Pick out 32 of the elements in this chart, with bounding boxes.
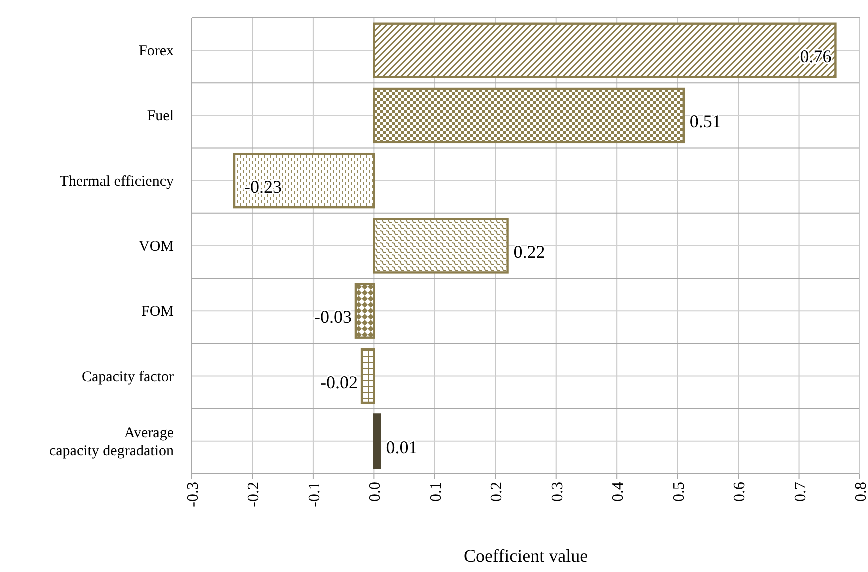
data-label: -0.03 xyxy=(314,307,352,328)
y-tick-label: Fuel xyxy=(147,108,174,125)
data-label: 0.51 xyxy=(690,112,722,132)
x-tick-label: 0.4 xyxy=(610,482,628,502)
bar xyxy=(373,22,837,78)
x-tick-label: 0.2 xyxy=(488,482,506,502)
bar xyxy=(354,283,376,339)
x-tick-label: 0.3 xyxy=(549,482,566,502)
x-tick-label: -0.1 xyxy=(306,482,324,508)
x-tick-label: 0.0 xyxy=(367,482,384,502)
data-label: 0.22 xyxy=(514,242,546,262)
x-tick-label: 0.5 xyxy=(670,482,688,502)
y-tick-label: Forex xyxy=(139,44,174,60)
x-axis-title: Coefficient value xyxy=(464,546,588,566)
x-tick-label: -0.2 xyxy=(246,482,263,508)
y-tick-label: Capacity factor xyxy=(82,369,174,386)
x-tick-label: -0.3 xyxy=(185,482,202,508)
x-tick-label: 0.8 xyxy=(853,482,868,502)
bar xyxy=(373,88,685,144)
x-tick-label: 0.1 xyxy=(428,482,445,502)
data-label: 0.01 xyxy=(386,437,418,458)
y-tick-label: Thermal efficiency xyxy=(60,174,174,190)
x-tick-label: 0.6 xyxy=(732,482,749,502)
y-tick-label: FOM xyxy=(141,304,174,320)
data-label: -0.02 xyxy=(320,372,358,392)
y-tick-label: VOM xyxy=(138,239,174,255)
bar xyxy=(233,153,376,209)
y-tick-label: Average capacity degradation xyxy=(49,425,174,460)
bar xyxy=(373,218,509,274)
bar xyxy=(373,414,382,470)
x-tick-label: 0.7 xyxy=(792,482,810,502)
bar xyxy=(360,348,376,404)
